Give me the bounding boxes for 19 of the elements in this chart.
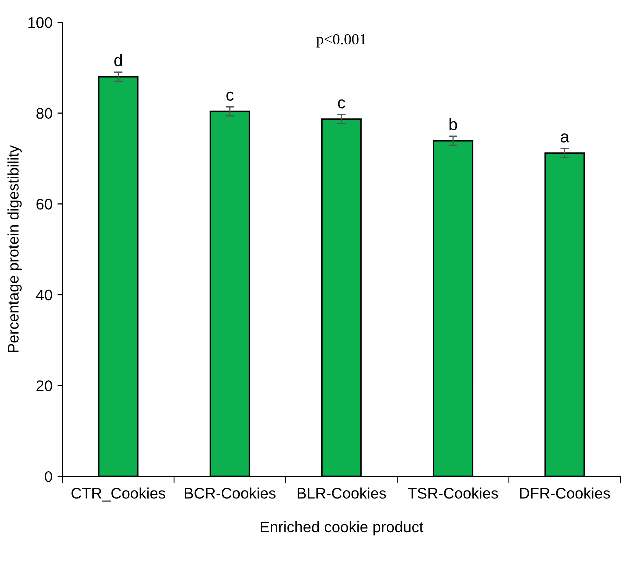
x-tick-label: CTR_Cookies: [72, 488, 166, 502]
y-tick-label: 40: [36, 290, 52, 301]
x-tick-label: TSR-Cookies: [408, 488, 498, 499]
y-tick-label: 80: [36, 108, 52, 120]
y-tick-label: 100: [28, 17, 52, 28]
annotation: b: [450, 118, 458, 130]
annotation: d: [114, 54, 122, 66]
x-tick-label: DFR-Cookies: [520, 488, 610, 499]
x-tick-label: BCR-Cookies: [185, 488, 276, 499]
y-tick-label: 60: [36, 199, 52, 210]
annotation: p<0.001: [316, 34, 366, 48]
y-tick-label: 20: [36, 380, 52, 392]
y-tick-label: 0: [45, 471, 52, 482]
annotation: c: [338, 100, 346, 109]
annotation: c: [226, 92, 234, 101]
y-axis-title: Percentage protein digestibility: [8, 146, 22, 352]
x-axis-title: Enriched cookie product: [261, 521, 424, 536]
x-tick-label: BLR-Cookies: [298, 488, 386, 499]
annotation: a: [561, 134, 570, 143]
